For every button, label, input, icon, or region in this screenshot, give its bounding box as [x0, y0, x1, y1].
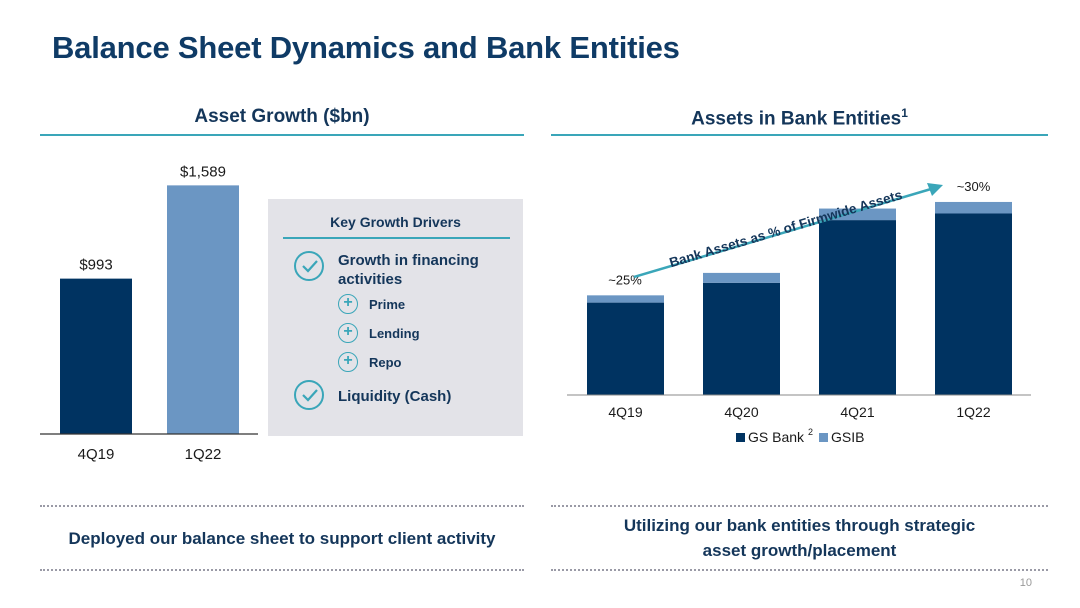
- bar-segment-gsib: [935, 201, 1012, 214]
- check-circle-icon: [294, 380, 324, 410]
- legend-label-gs-bank: GS Bank: [748, 429, 805, 445]
- legend-swatch-gs-bank: [736, 433, 745, 442]
- driver-sub-prime: Prime: [369, 297, 406, 312]
- trend-arrow-head: [927, 183, 943, 196]
- bar-segment-gs-bank: [819, 220, 896, 395]
- left-dotted-rule-bottom: [40, 569, 524, 571]
- drivers-title: Key Growth Drivers: [330, 214, 461, 230]
- x-tick-label: 4Q19: [608, 404, 642, 420]
- bar-segment-gs-bank: [587, 302, 664, 395]
- driver-sub-lending: Lending: [369, 326, 420, 341]
- right-dotted-rule-bottom: [551, 569, 1048, 571]
- left-dotted-rule-top: [40, 505, 524, 507]
- plus-circle-icon: +: [338, 323, 358, 343]
- footnote-marker: 1: [901, 106, 908, 120]
- driver-liquidity: Liquidity (Cash): [338, 388, 452, 405]
- plus-circle-icon: +: [338, 294, 358, 314]
- asset-growth-rule: [40, 134, 524, 136]
- driver-sub-repo: Repo: [369, 355, 402, 370]
- driver-financing: Growth in financing activities: [338, 251, 479, 289]
- right-dotted-rule-top: [551, 505, 1048, 507]
- x-tick-label: 1Q22: [956, 404, 990, 420]
- annotation-label: ~30%: [957, 179, 991, 194]
- bank-entities-rule: [551, 134, 1048, 136]
- plus-circle-icon: +: [338, 352, 358, 372]
- right-takeaway-line1: Utilizing our bank entities through stra…: [623, 516, 976, 535]
- bar-segment-gs-bank: [703, 282, 780, 395]
- x-tick-label: 4Q21: [840, 404, 874, 420]
- right-takeaway-line2: asset growth/placement: [702, 541, 897, 560]
- bank-entities-heading-text: Assets in Bank Entities: [691, 108, 902, 130]
- key-growth-drivers-box: Key Growth Drivers Growth in financing a…: [268, 199, 523, 436]
- data-label: $993: [79, 257, 112, 274]
- driver-financing-line2: activities: [338, 271, 403, 288]
- data-label: $1,589: [180, 163, 226, 180]
- page-number: 10: [1019, 577, 1032, 589]
- legend-footnote-marker: 2: [808, 427, 813, 437]
- drivers-rule: [283, 237, 510, 239]
- legend-swatch-gsib: [819, 433, 828, 442]
- x-tick-label: 4Q19: [78, 446, 115, 463]
- annotation-label: ~25%: [608, 272, 642, 287]
- x-tick-label: 4Q20: [724, 404, 758, 420]
- page-title: Balance Sheet Dynamics and Bank Entities: [52, 30, 680, 65]
- bank-entities-chart: 4Q19~25%4Q20 4Q21 1Q22~30%Bank Assets as %…: [567, 179, 1031, 445]
- right-takeaway: Utilizing our bank entities through stra…: [551, 513, 1048, 563]
- left-takeaway: Deployed our balance sheet to support cl…: [68, 529, 496, 548]
- trend-arrow-line: [633, 187, 932, 279]
- bar-segment-gs-bank: [935, 213, 1012, 395]
- bank-entities-heading: Assets in Bank Entities1: [551, 106, 1048, 130]
- bar-segment-gsib: [819, 208, 896, 221]
- bar-segment-gsib: [703, 272, 780, 283]
- bar-4q19: [60, 278, 132, 434]
- check-circle-icon: [294, 251, 324, 281]
- legend-label-gsib: GSIB: [831, 429, 864, 445]
- x-tick-label: 1Q22: [185, 446, 222, 463]
- bar-segment-gsib: [587, 295, 664, 303]
- asset-growth-chart: $993 4Q19 $1,589 1Q22: [40, 163, 258, 463]
- asset-growth-heading: Asset Growth ($bn): [194, 106, 370, 127]
- driver-financing-line1: Growth in financing: [338, 252, 479, 269]
- bar-1q22: [167, 185, 239, 434]
